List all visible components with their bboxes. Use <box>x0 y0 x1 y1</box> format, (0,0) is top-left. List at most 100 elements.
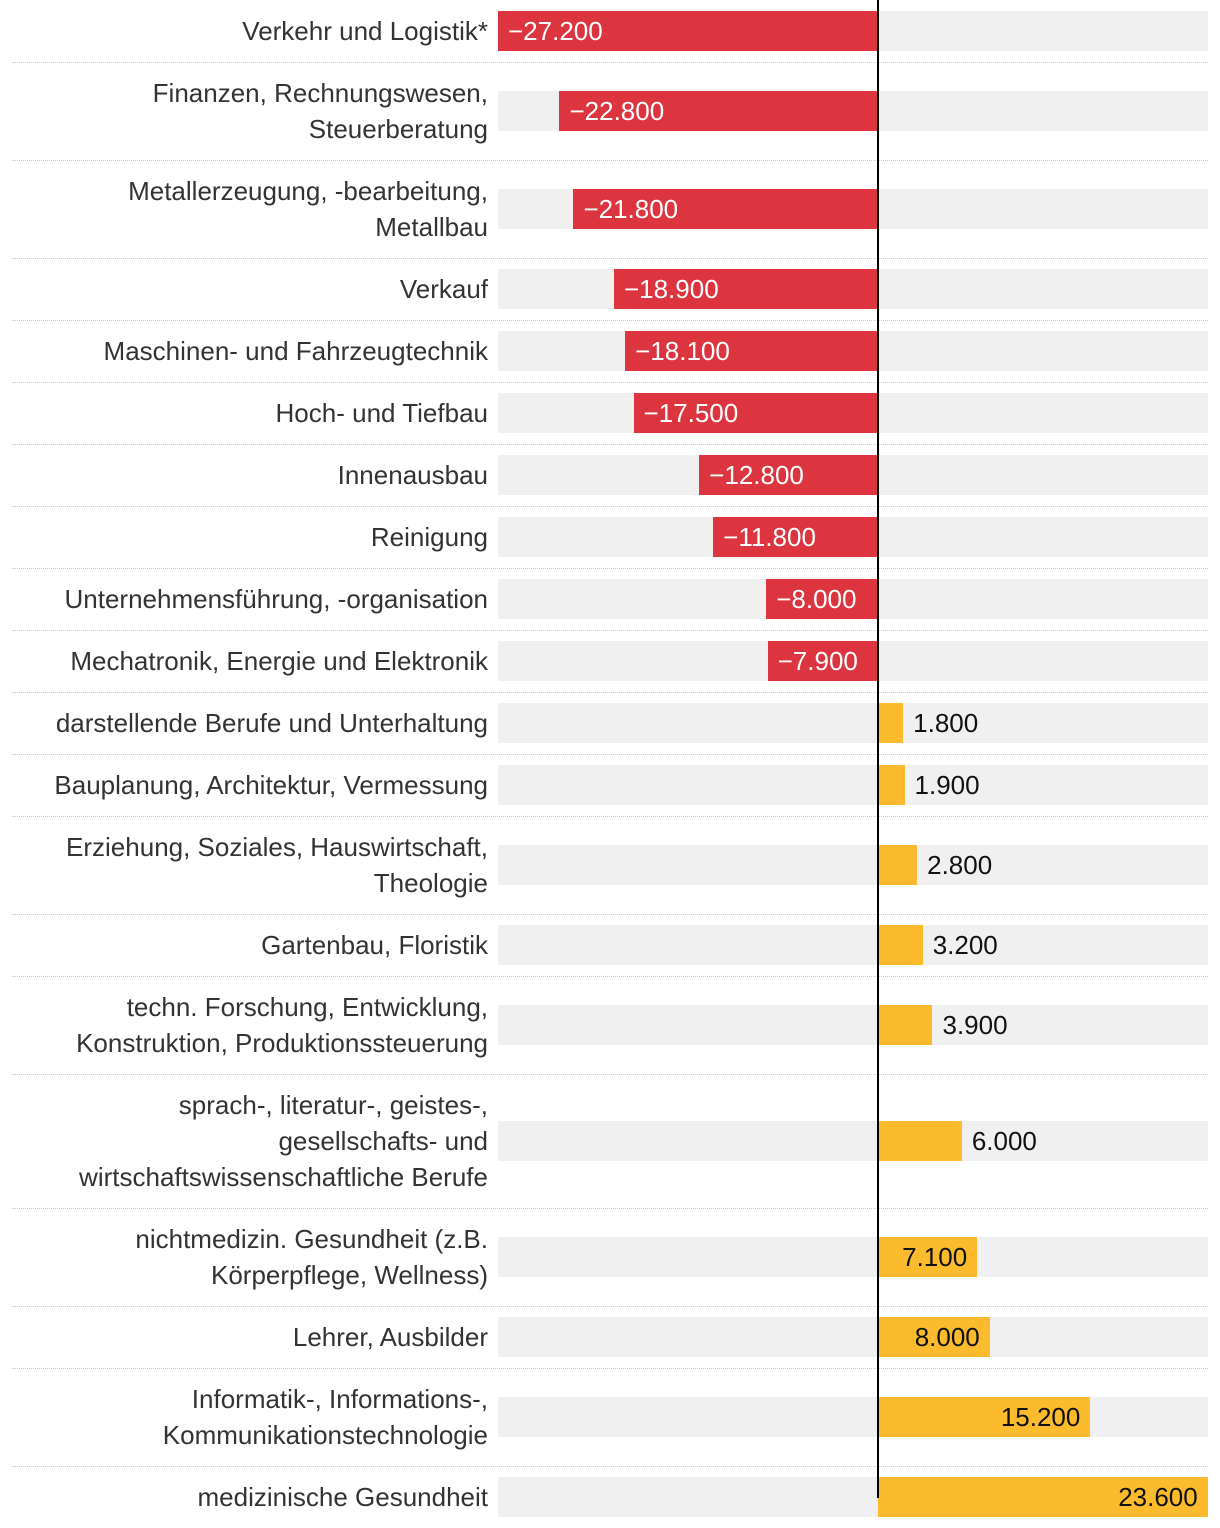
bar-negative <box>633 393 878 433</box>
bar-track <box>498 1121 1208 1161</box>
bar-row: Lehrer, Ausbilder 8.000 <box>0 1306 1220 1368</box>
bar-row: Metallerzeugung, -bearbeitung, Metallbau −… <box>0 160 1220 258</box>
category-label-line: Körperpflege, Wellness) <box>211 1260 488 1290</box>
category-label-line: Hoch- und Tiefbau <box>275 398 488 428</box>
category-label-line: Innenausbau <box>337 460 488 490</box>
row-separator <box>12 816 1208 817</box>
bar-value-label: 7.100 <box>902 1242 968 1272</box>
bar-value-label: −18.100 <box>635 336 730 366</box>
bar-value-label: 23.600 <box>1118 1482 1198 1512</box>
row-separator <box>12 506 1208 507</box>
bar-track <box>498 925 1208 965</box>
category-label: Innenausbau <box>0 457 488 493</box>
category-label: Finanzen, Rechnungswesen, Steuerberatung <box>0 75 488 147</box>
bar-value-label: 1.800 <box>913 708 979 738</box>
row-separator <box>12 754 1208 755</box>
bar-row: Finanzen, Rechnungswesen, Steuerberatung −… <box>0 62 1220 160</box>
bar-negative <box>699 455 878 495</box>
bar-value-label: 3.900 <box>942 1010 1008 1040</box>
bar-row: Hoch- und Tiefbau −17.500 <box>0 382 1220 444</box>
bar-row: Erziehung, Soziales, Hauswirtschaft, Theo… <box>0 816 1220 914</box>
bar-row: nichtmedizin. Gesundheit (z.B. Körperpfle… <box>0 1208 1220 1306</box>
bar-negative <box>559 91 878 131</box>
category-label: Hoch- und Tiefbau <box>0 395 488 431</box>
row-separator <box>12 382 1208 383</box>
bar-positive <box>878 765 905 805</box>
bar-track <box>498 845 1208 885</box>
bar-row: Verkauf −18.900 <box>0 258 1220 320</box>
bar-row: Innenausbau −12.800 <box>0 444 1220 506</box>
bar-row: Informatik-, Informations-, Kommunikation… <box>0 1368 1220 1466</box>
category-label: Mechatronik, Energie und Elektronik <box>0 643 488 679</box>
category-label-line: medizinische Gesundheit <box>197 1482 489 1512</box>
row-separator <box>12 62 1208 63</box>
bar-row: Unternehmensführung, -organisation −8.000 <box>0 568 1220 630</box>
category-label-line: Mechatronik, Energie und Elektronik <box>70 646 488 676</box>
category-label: Unternehmensführung, -organisation <box>0 581 488 617</box>
category-label-line: Maschinen- und Fahrzeugtechnik <box>103 336 488 366</box>
row-separator <box>12 568 1208 569</box>
category-label: Metallerzeugung, -bearbeitung, Metallbau <box>0 173 488 245</box>
category-label-line: Informatik-, Informations-, <box>191 1384 488 1414</box>
category-label: Informatik-, Informations-, Kommunikation… <box>0 1381 488 1453</box>
category-label-line: Finanzen, Rechnungswesen, <box>152 78 488 108</box>
bar-track <box>498 1397 1208 1437</box>
category-label: Verkehr und Logistik* <box>0 13 488 49</box>
category-label-line: techn. Forschung, Entwicklung, <box>126 992 488 1022</box>
row-separator <box>12 1306 1208 1307</box>
row-separator <box>12 914 1208 915</box>
category-label: Lehrer, Ausbilder <box>0 1319 488 1355</box>
bar-row: techn. Forschung, Entwicklung, Konstrukti… <box>0 976 1220 1074</box>
bar-value-label: −18.900 <box>623 274 719 304</box>
bar-negative <box>766 579 878 619</box>
bar-row: Gartenbau, Floristik 3.200 <box>0 914 1220 976</box>
zero-axis-line <box>877 0 879 1498</box>
bar-value-label: −22.800 <box>569 96 665 126</box>
bar-row: sprach-, literatur-, geistes-, gesellscha… <box>0 1074 1220 1208</box>
category-label-line: sprach-, literatur-, geistes-, <box>178 1090 488 1120</box>
bar-value-label: 6.000 <box>971 1126 1037 1156</box>
bar-value-label: 1.900 <box>914 770 980 800</box>
bar-positive <box>878 1397 1091 1437</box>
bar-row: Mechatronik, Energie und Elektronik −7.90… <box>0 630 1220 692</box>
row-separator <box>12 630 1208 631</box>
category-label: Maschinen- und Fahrzeugtechnik <box>0 333 488 369</box>
category-label-line: wirtschaftswissenschaftliche Berufe <box>79 1162 488 1192</box>
category-label-line: Lehrer, Ausbilder <box>292 1322 488 1352</box>
row-separator <box>12 160 1208 161</box>
bar-positive <box>878 845 918 885</box>
bar-value-label: −27.200 <box>508 16 603 46</box>
category-label-line: Reinigung <box>370 522 488 552</box>
bar-value-label: −8.000 <box>776 584 857 614</box>
bar-negative <box>713 517 878 557</box>
bar-value-label: −7.900 <box>777 646 858 676</box>
bar-value-label: 3.200 <box>932 930 998 960</box>
category-label-line: Theologie <box>373 868 488 898</box>
category-label: sprach-, literatur-, geistes-, gesellscha… <box>0 1087 488 1195</box>
bar-track <box>498 1005 1208 1045</box>
bar-positive <box>878 1317 990 1357</box>
row-separator <box>12 1466 1208 1467</box>
category-label-line: Verkauf <box>399 274 488 304</box>
row-separator <box>12 976 1208 977</box>
bar-positive <box>878 1005 933 1045</box>
bar-track <box>498 765 1208 805</box>
category-label-line: Gartenbau, Floristik <box>261 930 488 960</box>
bar-track <box>498 703 1208 743</box>
bar-negative <box>498 11 878 51</box>
category-label: Verkauf <box>0 271 488 307</box>
category-label-line: Steuerberatung <box>308 114 488 144</box>
category-label: Reinigung <box>0 519 488 555</box>
category-label-line: Metallerzeugung, -bearbeitung, <box>128 176 488 206</box>
row-separator <box>12 258 1208 259</box>
category-label-line: Kommunikationstechnologie <box>162 1420 488 1450</box>
bar-row: darstellende Berufe und Unterhaltung 1.80… <box>0 692 1220 754</box>
bar-value-label: 8.000 <box>914 1322 980 1352</box>
category-label: techn. Forschung, Entwicklung, Konstrukti… <box>0 989 488 1061</box>
bar-value-label: −21.800 <box>583 194 679 224</box>
category-label-line: Bauplanung, Architektur, Vermessung <box>54 770 488 800</box>
bar-negative <box>573 189 878 229</box>
bar-row: Bauplanung, Architektur, Vermessung 1.900 <box>0 754 1220 816</box>
row-separator <box>12 1074 1208 1075</box>
